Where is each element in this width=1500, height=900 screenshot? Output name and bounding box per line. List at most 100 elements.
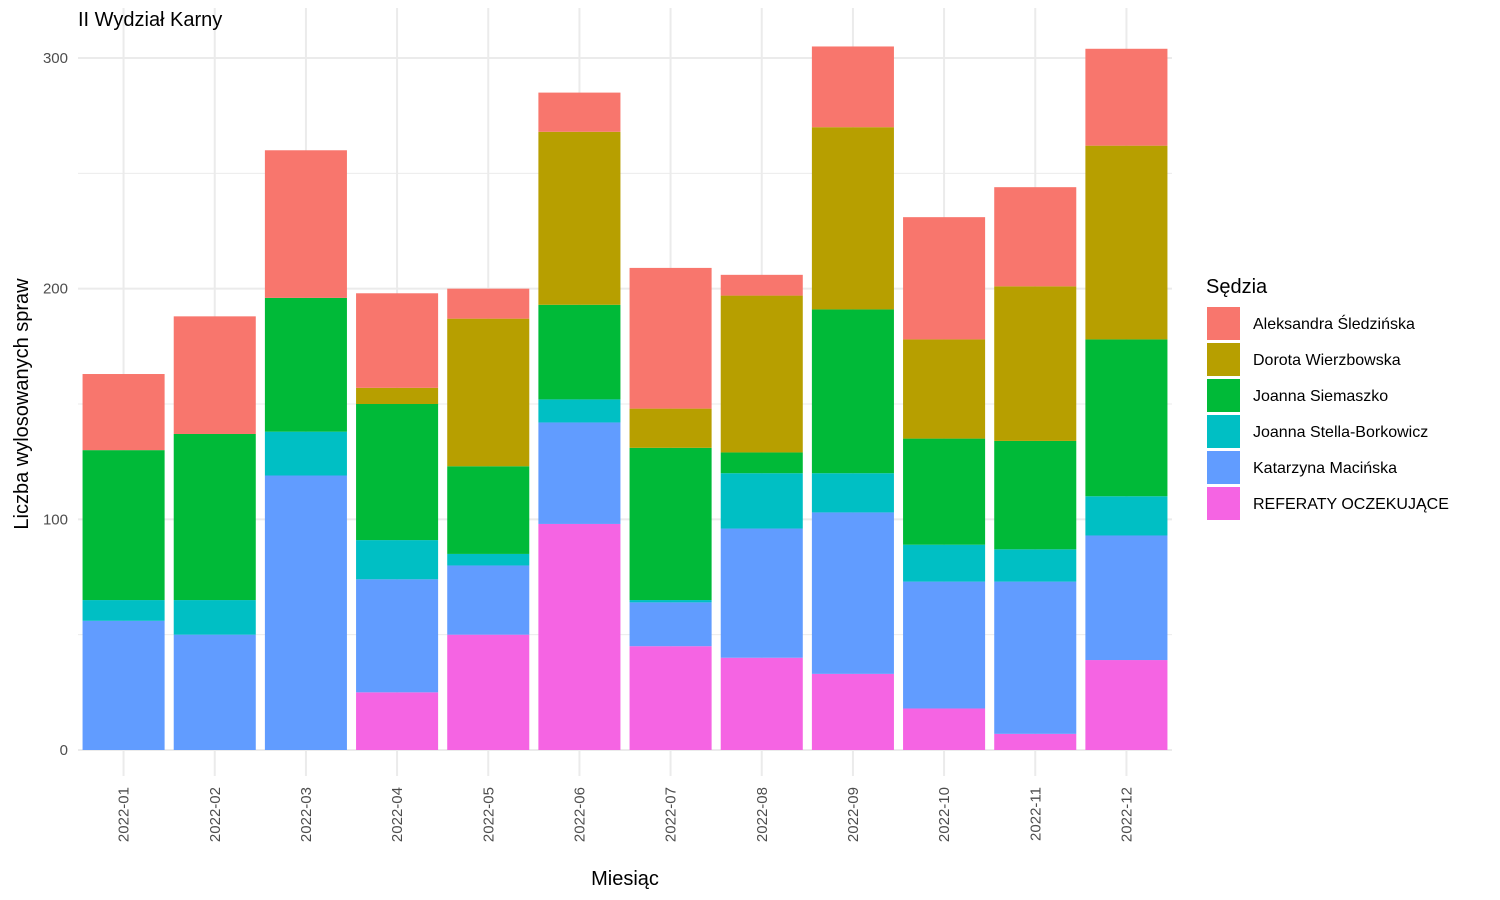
bar-segment: [811, 512, 894, 674]
bar-segment: [903, 339, 986, 439]
bar-segment: [264, 475, 347, 750]
bar-segment: [82, 620, 165, 750]
bar-segment: [538, 304, 621, 400]
x-tick-label: 2022-12: [1118, 787, 1135, 842]
bar-segment: [811, 673, 894, 750]
bar-segment: [447, 318, 530, 467]
bar-segment: [356, 293, 439, 388]
legend-label: Joanna Stella-Borkowicz: [1253, 424, 1428, 441]
bar-segment: [82, 600, 165, 621]
bar-segment: [811, 46, 894, 128]
x-tick-label: 2022-08: [754, 787, 771, 842]
bar-segment: [720, 452, 803, 474]
bar-segment: [903, 708, 986, 750]
y-tick-label: 200: [43, 281, 68, 298]
bar-segment: [538, 422, 621, 524]
bar-segment: [903, 581, 986, 709]
bar-segment: [994, 187, 1077, 287]
bar-segment: [447, 466, 530, 554]
legend-label: Aleksandra Śledzińska: [1253, 314, 1415, 333]
x-tick-label: 2022-10: [936, 787, 953, 842]
y-tick-label: 100: [43, 511, 68, 528]
bars: [82, 46, 1168, 750]
bar-segment: [356, 387, 439, 404]
legend-swatch: [1207, 487, 1240, 520]
bar-segment: [264, 297, 347, 432]
bar-segment: [994, 440, 1077, 550]
bar-segment: [447, 634, 530, 750]
bar-segment: [82, 374, 165, 451]
legend-items: Aleksandra Śledzińska Dorota Wierzbowska J…: [1207, 307, 1449, 520]
bar-segment: [994, 581, 1077, 734]
bar-segment: [356, 540, 439, 580]
bar-segment: [720, 295, 803, 453]
y-tick-label: 300: [43, 50, 68, 67]
bar-segment: [264, 150, 347, 298]
legend: Sędzia Aleksandra Śledzińska Dorota Wierz…: [1206, 276, 1449, 520]
bar-segment: [1085, 339, 1168, 497]
bar-segment: [1085, 496, 1168, 536]
legend-label: Katarzyna Macińska: [1253, 460, 1397, 477]
legend-swatch: [1207, 343, 1240, 376]
bar-segment: [1085, 535, 1168, 661]
x-tick-label: 2022-04: [389, 787, 406, 842]
bar-segment: [994, 549, 1077, 582]
legend-label: Dorota Wierzbowska: [1253, 352, 1401, 369]
bar-segment: [1085, 48, 1168, 146]
bar-segment: [994, 733, 1077, 750]
bar-segment: [356, 579, 439, 693]
bar-segment: [903, 217, 986, 340]
bar-segment: [720, 657, 803, 750]
x-tick-label: 2022-11: [1027, 787, 1044, 841]
x-tick-label: 2022-05: [480, 787, 497, 842]
y-tick-label: 0: [60, 742, 68, 759]
bar-segment: [538, 523, 621, 750]
plot-title: II Wydział Karny: [78, 9, 222, 31]
legend-swatch: [1207, 451, 1240, 484]
bar-segment: [447, 565, 530, 635]
bar-segment: [356, 404, 439, 541]
x-tick-label: 2022-07: [663, 787, 680, 842]
legend-swatch: [1207, 415, 1240, 448]
x-tick-label: 2022-03: [298, 787, 315, 842]
bar-segment: [629, 600, 712, 603]
bar-segment: [538, 399, 621, 423]
bar-segment: [173, 634, 256, 750]
bar-segment: [629, 646, 712, 750]
bar-segment: [720, 274, 803, 296]
x-axis-ticks: 2022-01 2022-02 2022-03 2022-04 2022-05 2022-…: [116, 787, 1136, 842]
legend-title: Sędzia: [1206, 276, 1268, 298]
legend-label: REFERATY OCZEKUJĄCE: [1253, 496, 1449, 513]
x-tick-label: 2022-01: [116, 787, 133, 842]
bar-segment: [356, 692, 439, 750]
bar-segment: [447, 288, 530, 319]
legend-swatch: [1207, 307, 1240, 340]
y-axis-ticks: 0 100 200 300: [43, 50, 68, 759]
x-tick-label: 2022-06: [571, 787, 588, 842]
bar-segment: [264, 431, 347, 476]
y-axis-title: Liczba wylosowanych spraw: [11, 278, 33, 530]
bar-segment: [629, 447, 712, 601]
bar-segment: [173, 433, 256, 601]
bar-segment: [1085, 145, 1168, 340]
x-tick-label: 2022-09: [845, 787, 862, 842]
bar-segment: [447, 553, 530, 566]
bar-segment: [1085, 660, 1168, 750]
bar-segment: [903, 438, 986, 545]
bar-segment: [720, 528, 803, 658]
bar-segment: [629, 267, 712, 409]
bar-segment: [629, 602, 712, 647]
bar-segment: [173, 316, 256, 434]
bar-segment: [811, 309, 894, 474]
bar-segment: [720, 473, 803, 529]
bar-segment: [82, 450, 165, 601]
bar-segment: [811, 473, 894, 513]
bar-segment: [994, 286, 1077, 441]
bar-segment: [811, 127, 894, 310]
legend-label: Joanna Siemaszko: [1253, 388, 1388, 405]
bar-segment: [538, 92, 621, 132]
bar-segment: [903, 544, 986, 582]
x-tick-label: 2022-02: [207, 787, 224, 842]
bar-segment: [629, 408, 712, 448]
